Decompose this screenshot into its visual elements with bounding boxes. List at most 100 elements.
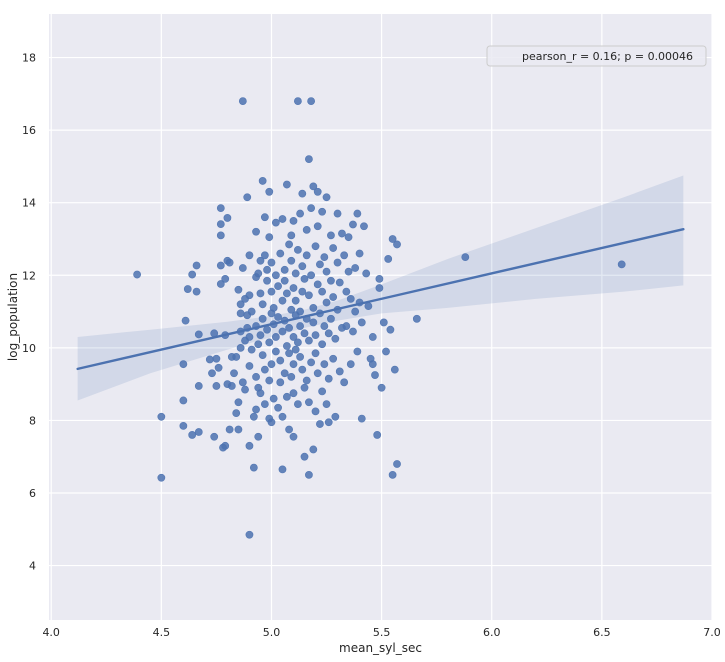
data-point	[296, 322, 305, 330]
data-point	[318, 207, 327, 216]
data-point	[157, 412, 166, 421]
data-point	[258, 300, 267, 309]
data-point	[263, 325, 271, 334]
data-point	[322, 400, 331, 408]
data-point	[245, 291, 254, 300]
data-point	[278, 327, 287, 336]
data-point	[353, 209, 362, 218]
data-point	[267, 258, 276, 267]
data-point	[340, 251, 349, 260]
data-point	[302, 376, 311, 385]
data-point	[375, 274, 384, 283]
data-point	[379, 318, 388, 327]
data-point	[256, 331, 265, 340]
x-tick-label: 4.5	[153, 626, 171, 639]
data-point	[274, 313, 282, 321]
data-point	[316, 420, 324, 428]
data-point	[249, 463, 258, 472]
data-point	[305, 155, 313, 164]
data-point	[287, 231, 296, 240]
data-point	[296, 307, 305, 316]
data-point	[234, 285, 243, 294]
data-point	[388, 235, 397, 243]
data-point	[245, 333, 254, 341]
data-point	[238, 97, 247, 105]
y-tick-label: 8	[29, 414, 36, 427]
data-point	[276, 378, 285, 387]
data-point	[192, 261, 201, 270]
data-point	[324, 329, 333, 338]
data-point	[183, 285, 192, 293]
data-point	[298, 262, 307, 271]
data-point	[313, 187, 322, 196]
y-tick-label: 14	[22, 197, 36, 210]
data-points	[133, 97, 626, 539]
y-tick-label: 10	[22, 342, 36, 355]
data-point	[342, 322, 351, 330]
data-point	[368, 333, 377, 341]
y-axis-ticks: 4 6 8 10 12 14 16 18	[22, 52, 36, 573]
data-point	[214, 363, 223, 372]
data-point	[320, 253, 329, 262]
data-point	[245, 362, 254, 370]
y-tick-label: 4	[29, 560, 36, 573]
x-axis-label: mean_syl_sec	[339, 641, 422, 655]
data-point	[309, 304, 318, 312]
x-tick-label: 5.0	[263, 626, 281, 639]
data-point	[216, 261, 225, 270]
data-point	[230, 369, 238, 378]
data-point	[269, 304, 278, 312]
y-tick-label: 16	[22, 124, 36, 137]
regression-line-group	[76, 227, 685, 371]
data-point	[263, 265, 271, 274]
data-point	[256, 256, 265, 265]
data-point	[216, 231, 225, 240]
data-point	[258, 314, 267, 323]
data-point	[360, 222, 368, 231]
data-point	[338, 229, 346, 238]
data-point	[260, 365, 269, 374]
data-point	[371, 371, 379, 379]
data-point	[258, 177, 267, 185]
data-point	[318, 287, 327, 296]
data-point	[252, 227, 260, 236]
data-point	[309, 445, 318, 454]
data-point	[265, 187, 274, 196]
data-point	[260, 400, 269, 408]
legend-entry: pearson_r = 0.16; p = 0.00046	[522, 50, 693, 63]
data-point	[179, 421, 188, 430]
data-point	[289, 333, 298, 341]
data-point	[298, 189, 307, 198]
data-point	[349, 327, 357, 336]
data-point	[234, 425, 243, 434]
data-point	[311, 407, 320, 416]
y-tick-label: 18	[22, 52, 36, 65]
data-point	[280, 276, 289, 285]
regression-line	[76, 227, 685, 371]
data-point	[274, 403, 282, 412]
x-tick-label: 5.5	[373, 626, 391, 639]
data-point	[384, 255, 393, 263]
data-point	[294, 338, 302, 347]
data-point	[342, 287, 351, 296]
data-point	[300, 383, 309, 392]
y-tick-label: 6	[29, 487, 36, 500]
data-point	[296, 353, 305, 361]
data-point	[298, 365, 307, 374]
data-point	[236, 343, 245, 352]
data-point	[390, 365, 399, 374]
data-point	[276, 356, 285, 365]
data-point	[247, 345, 256, 354]
data-point	[318, 340, 327, 349]
data-point	[311, 331, 320, 340]
data-point	[322, 298, 331, 307]
data-point	[225, 425, 234, 434]
data-point	[225, 258, 234, 267]
data-point	[243, 193, 252, 202]
data-point	[307, 204, 316, 213]
data-point	[188, 431, 197, 439]
data-point	[349, 220, 357, 229]
data-point	[316, 260, 324, 269]
data-point	[133, 270, 142, 279]
data-point	[282, 392, 291, 401]
